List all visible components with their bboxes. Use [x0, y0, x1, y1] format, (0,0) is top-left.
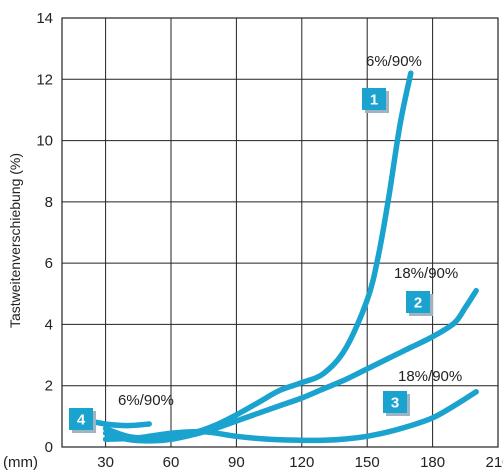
y-tick-label: 4 — [45, 316, 53, 333]
y-tick-label: 14 — [36, 10, 53, 27]
badge-box — [69, 408, 93, 430]
y-axis-label: Tastweitenverschiebung (%) — [7, 153, 23, 328]
series-badges: 1 2 3 4 — [69, 88, 433, 433]
x-tick-label: 150 — [355, 454, 380, 471]
y-tick-labels: 0 2 4 6 8 10 12 14 — [36, 10, 53, 456]
x-axis-unit-label: (mm) — [3, 454, 38, 471]
x-tick-label: 180 — [420, 454, 445, 471]
y-tick-label: 2 — [45, 378, 53, 395]
series-3-badge: 3 — [383, 391, 410, 416]
plot-frame — [61, 17, 499, 448]
grid — [62, 17, 499, 448]
x-tick-labels: 30 60 90 120 150 180 210 — [97, 454, 503, 471]
badge-number: 4 — [77, 412, 86, 429]
series-4-annotation: 6%/90% — [118, 392, 174, 409]
x-tick-label: 60 — [163, 454, 180, 471]
badge-box — [383, 391, 407, 413]
series-3-annotation: 18%/90% — [398, 368, 462, 385]
series-3-curve — [102, 389, 479, 444]
series-2-curve — [102, 287, 479, 444]
badge-number: 1 — [370, 92, 378, 109]
y-tick-label: 6 — [45, 255, 53, 272]
x-tick-label: 90 — [228, 454, 245, 471]
x-tick-label: 30 — [97, 454, 114, 471]
series-2-badge: 2 — [406, 291, 433, 316]
y-tick-label: 10 — [36, 133, 53, 150]
y-tick-label: 0 — [45, 439, 53, 456]
badge-number: 2 — [414, 295, 422, 312]
series-annotations: 6%/90% 18%/90% 18%/90% 6%/90% — [118, 53, 462, 409]
badge-number: 3 — [391, 395, 399, 412]
series-4-badge: 4 — [69, 408, 96, 433]
series-1-badge: 1 — [362, 88, 389, 113]
y-tick-label: 8 — [45, 194, 53, 211]
series-1-annotation: 6%/90% — [366, 53, 422, 70]
x-tick-label: 120 — [289, 454, 314, 471]
y-tick-label: 12 — [36, 71, 53, 88]
badge-box — [362, 88, 386, 110]
x-tick-label: 210 — [485, 454, 503, 471]
badge-box — [406, 291, 430, 313]
series-2-annotation: 18%/90% — [394, 265, 458, 282]
